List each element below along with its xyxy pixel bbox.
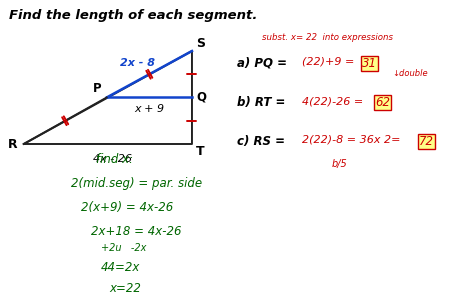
- Text: T: T: [196, 145, 205, 158]
- Text: x + 9: x + 9: [134, 104, 164, 115]
- Text: P: P: [93, 82, 101, 95]
- Text: 2x - 8: 2x - 8: [120, 58, 155, 68]
- Text: Find the length of each segment.: Find the length of each segment.: [9, 9, 258, 22]
- Text: ↓double: ↓double: [392, 69, 428, 78]
- Text: c) RS =: c) RS =: [237, 135, 285, 148]
- Text: 2(mid.seg) = par. side: 2(mid.seg) = par. side: [71, 177, 202, 190]
- Text: +2u   -2x: +2u -2x: [101, 243, 146, 253]
- Text: 31: 31: [362, 57, 377, 70]
- Text: subst. x= 22  into expressions: subst. x= 22 into expressions: [262, 33, 393, 42]
- Text: R: R: [8, 137, 18, 151]
- Text: b/5: b/5: [332, 159, 348, 169]
- Text: 2(22)-8 = 36x 2=: 2(22)-8 = 36x 2=: [302, 135, 401, 145]
- Text: S: S: [196, 37, 205, 50]
- Text: 62: 62: [375, 96, 390, 109]
- Text: x=22: x=22: [109, 282, 141, 295]
- Text: 44=2x: 44=2x: [101, 261, 140, 274]
- Text: 4(22)-26 =: 4(22)-26 =: [302, 96, 363, 106]
- Text: find x:: find x:: [96, 153, 133, 166]
- Text: 2x+18 = 4x-26: 2x+18 = 4x-26: [91, 225, 182, 238]
- Text: b) RT =: b) RT =: [237, 96, 285, 109]
- Text: (22)+9 =: (22)+9 =: [302, 57, 355, 67]
- Text: 2(x+9) = 4x-26: 2(x+9) = 4x-26: [81, 201, 173, 214]
- Text: 72: 72: [419, 135, 434, 148]
- Text: Q: Q: [196, 91, 206, 104]
- Text: 4x - 26: 4x - 26: [93, 154, 132, 164]
- Text: a) PQ =: a) PQ =: [237, 57, 287, 70]
